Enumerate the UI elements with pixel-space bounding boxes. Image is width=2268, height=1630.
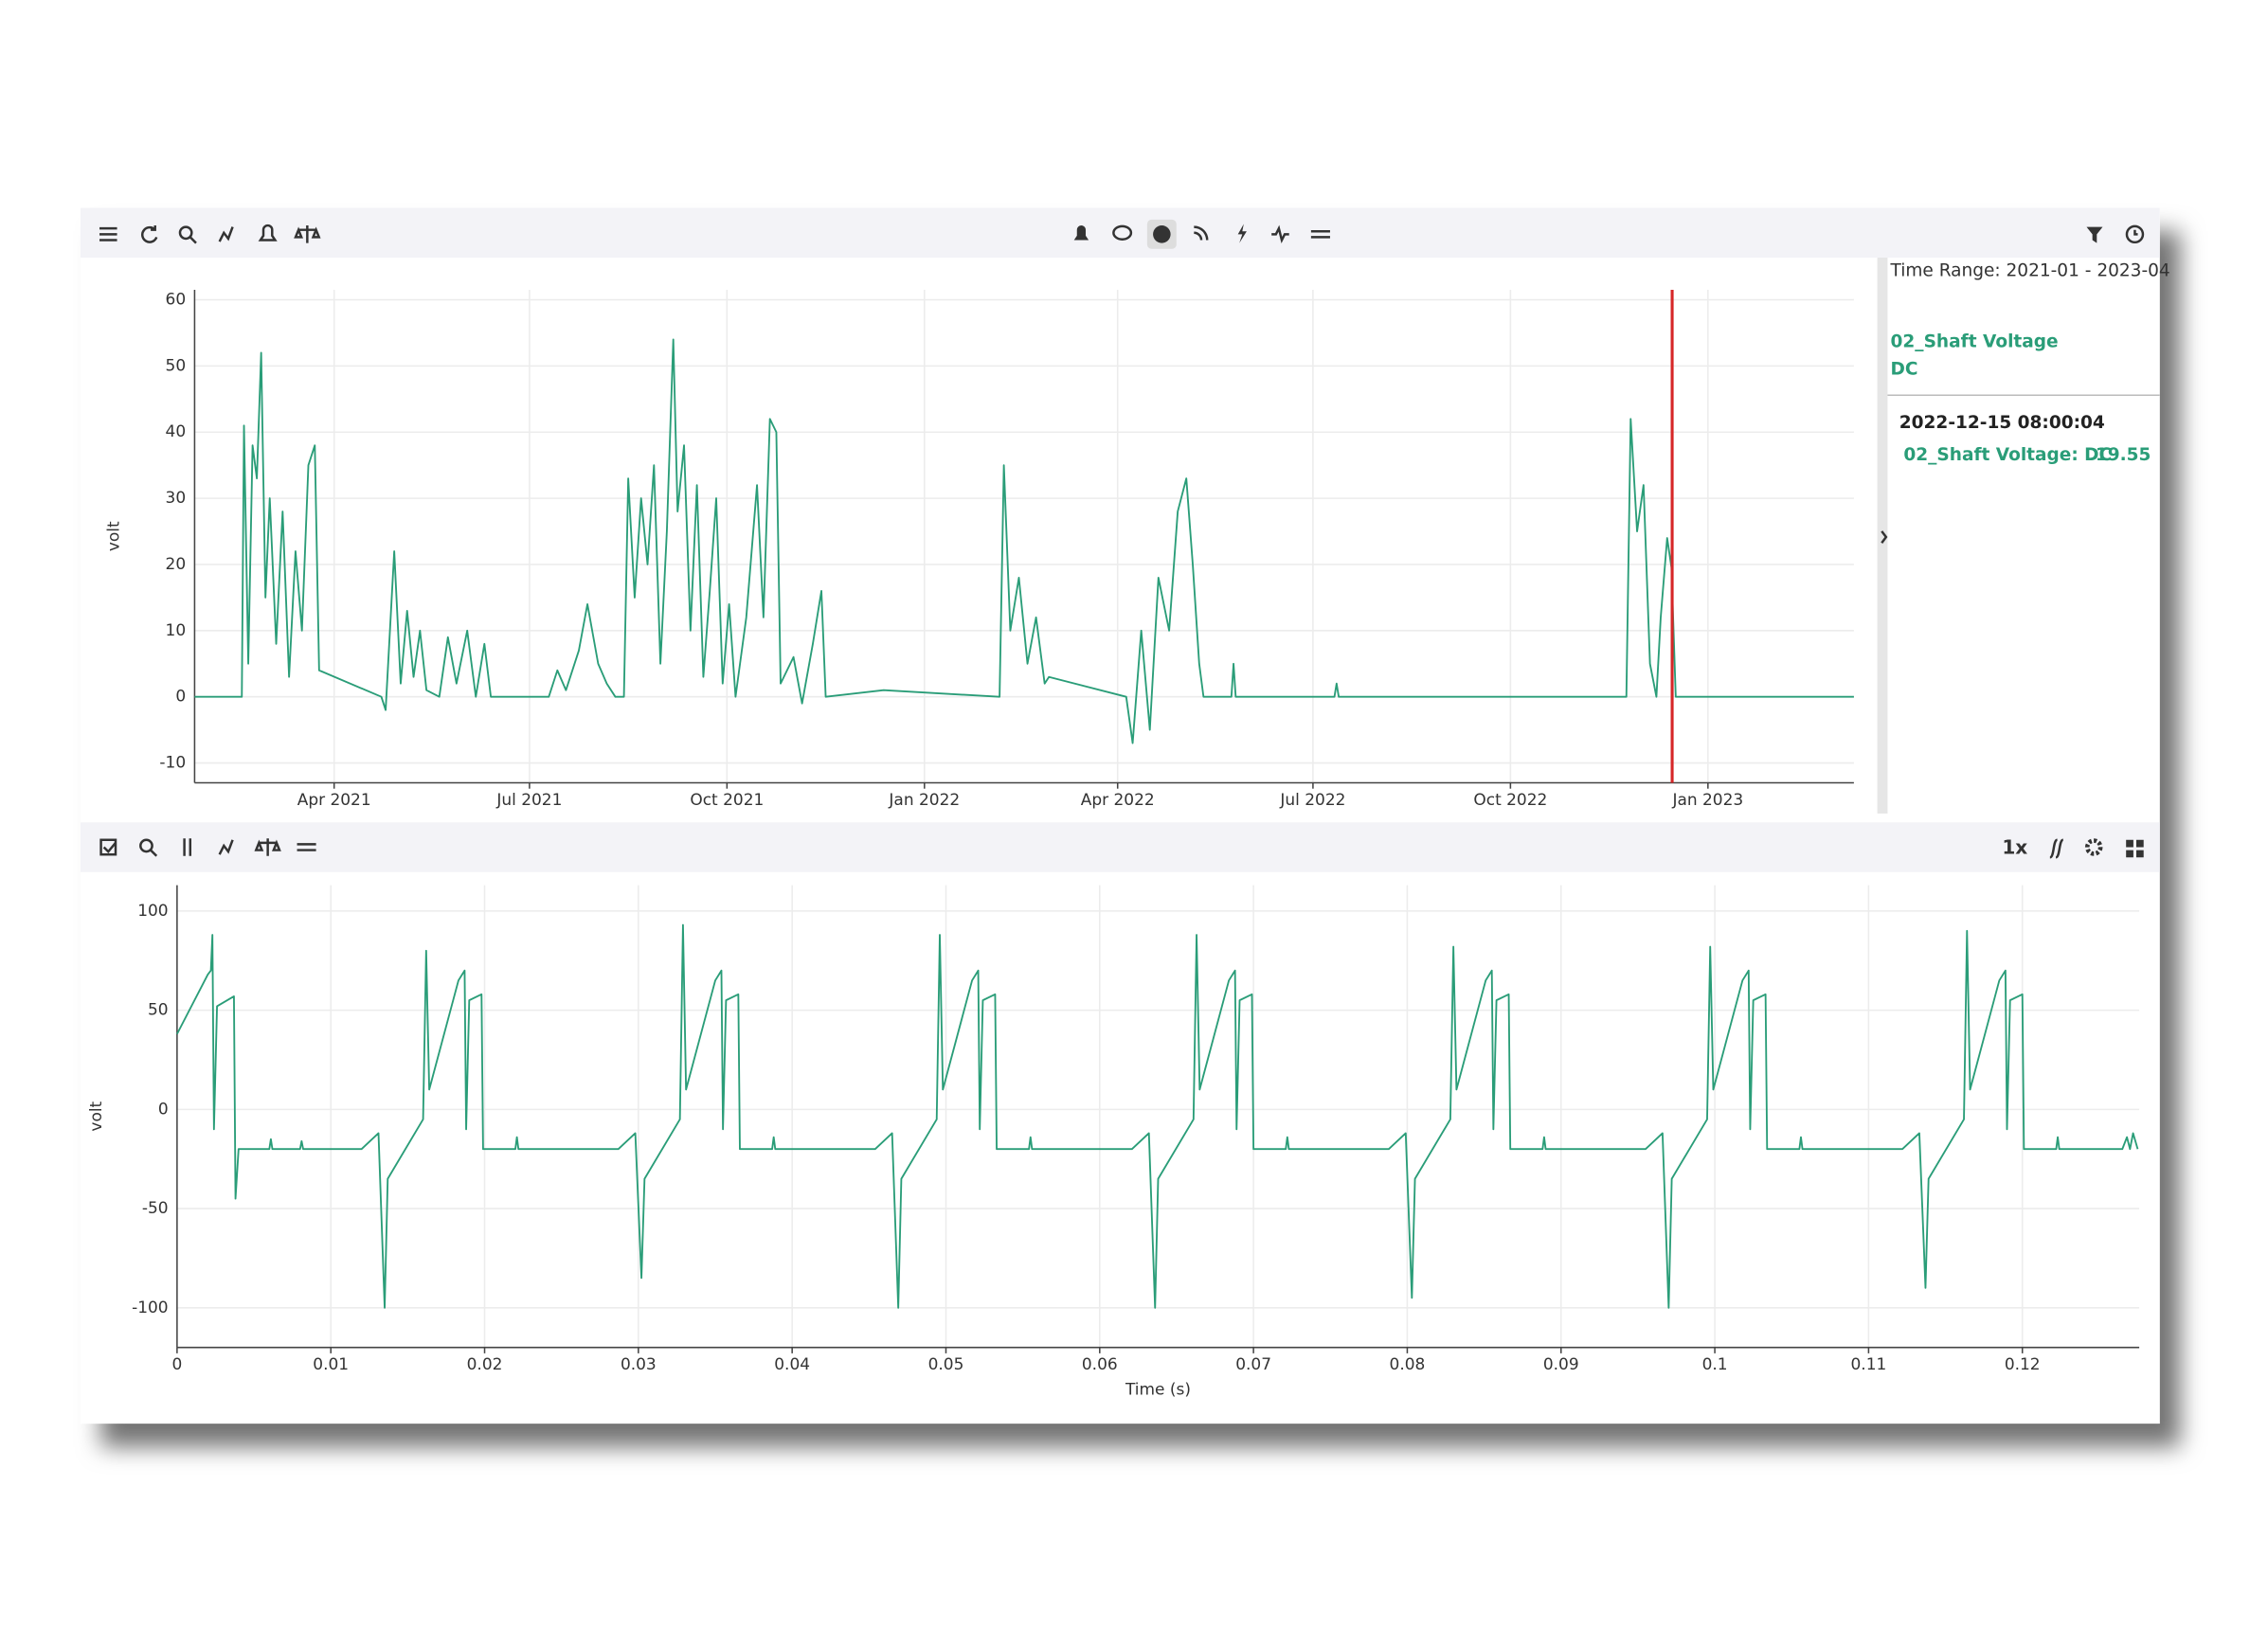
x-tick-label: 0.04 <box>774 1355 810 1374</box>
x-tick-label: 0 <box>171 1355 182 1374</box>
check-icon[interactable] <box>99 838 117 856</box>
legend: 02_Shaft Voltage DC <box>1890 331 2059 380</box>
lines-icon[interactable] <box>1310 230 1330 239</box>
chart-icon[interactable] <box>218 226 234 242</box>
hover-time: 2022-12-15 08:00:04 <box>1899 413 2105 433</box>
bottom-toolbar <box>80 822 2160 872</box>
y-tick-label: -10 <box>159 754 186 773</box>
refresh-icon[interactable] <box>141 225 158 243</box>
grid-icon[interactable] <box>2126 839 2144 858</box>
legend-entry[interactable]: 02_Shaft Voltage DC <box>1890 331 2059 380</box>
x-tick-label: 0.02 <box>467 1355 503 1374</box>
data-line <box>194 338 1854 744</box>
hover-value: 19.55 <box>2096 445 2151 465</box>
hover-label: 02_Shaft Voltage: DC <box>1903 445 2112 465</box>
info-icon[interactable] <box>1146 219 1177 249</box>
scale-icon[interactable] <box>254 838 281 856</box>
clock-icon[interactable] <box>2125 224 2145 244</box>
x-tick-label: 0.07 <box>1235 1355 1271 1374</box>
lines-icon[interactable] <box>297 843 316 851</box>
chart-icon[interactable] <box>218 839 234 855</box>
x-tick-label: 0.08 <box>1390 1355 1426 1374</box>
x-axis-label: Time (s) <box>1125 1380 1191 1399</box>
data-line <box>176 923 2139 1309</box>
x-tick-label: Apr 2022 <box>1081 791 1155 810</box>
x-tick-label: Oct 2021 <box>690 791 764 810</box>
y-tick-label: 100 <box>137 902 168 921</box>
splitter-arrow <box>1881 530 1888 544</box>
x-tick-label: Jan 2022 <box>888 791 960 810</box>
y-tick-label: 60 <box>166 290 187 309</box>
pause-icon[interactable] <box>183 838 192 856</box>
feed-icon[interactable] <box>1194 225 1209 241</box>
y-tick-label: 10 <box>166 621 187 640</box>
alarm-icon[interactable] <box>1073 225 1089 241</box>
x-tick-label: 0.09 <box>1543 1355 1579 1374</box>
filter-icon[interactable] <box>2086 226 2103 243</box>
y-axis-label: volt <box>104 521 123 551</box>
y-tick-label: 30 <box>166 489 187 508</box>
y-tick-label: 50 <box>166 356 187 375</box>
x-tick-label: Apr 2021 <box>297 791 371 810</box>
splitter[interactable] <box>1877 258 1888 814</box>
pulse-icon[interactable] <box>1271 224 1289 244</box>
x-tick-label: 0.03 <box>621 1355 657 1374</box>
y-tick-label: 0 <box>175 688 186 707</box>
bolt-icon[interactable] <box>1237 224 1247 243</box>
y-axis-label: volt <box>87 1101 106 1131</box>
y-tick-label: 20 <box>166 555 187 574</box>
speed-button[interactable]: 1x <box>2002 836 2027 859</box>
x-tick-label: Jan 2023 <box>1671 791 1743 810</box>
comment-icon[interactable] <box>1112 224 1133 241</box>
x-tick-label: Jul 2022 <box>1279 791 1345 810</box>
integral-icon[interactable] <box>2049 838 2064 859</box>
time-range: Time Range: 2021-01 - 2023-04 <box>1890 260 2170 280</box>
x-tick-label: 0.06 <box>1082 1355 1118 1374</box>
menu-icon[interactable] <box>99 226 117 242</box>
x-tick-label: Jul 2021 <box>495 791 562 810</box>
x-tick-label: Oct 2022 <box>1473 791 1547 810</box>
x-tick-label: 0.11 <box>1851 1355 1887 1374</box>
y-tick-label: 0 <box>158 1100 169 1119</box>
bell-icon[interactable] <box>258 224 278 242</box>
y-tick-label: 50 <box>148 1001 169 1020</box>
zoom-icon[interactable] <box>139 838 158 857</box>
y-tick-label: -50 <box>142 1199 169 1218</box>
window <box>80 207 2160 1424</box>
x-tick-label: 0.1 <box>1702 1355 1728 1374</box>
top-toolbar <box>80 207 2160 259</box>
y-tick-label: 40 <box>166 422 187 441</box>
scale-icon[interactable] <box>294 225 321 243</box>
x-tick-label: 0.05 <box>928 1355 964 1374</box>
x-tick-label: 0.01 <box>313 1355 349 1374</box>
settings-icon[interactable] <box>2084 838 2103 856</box>
y-tick-label: -100 <box>132 1299 169 1317</box>
zoom-icon[interactable] <box>178 225 197 244</box>
x-tick-label: 0.12 <box>2005 1355 2041 1374</box>
